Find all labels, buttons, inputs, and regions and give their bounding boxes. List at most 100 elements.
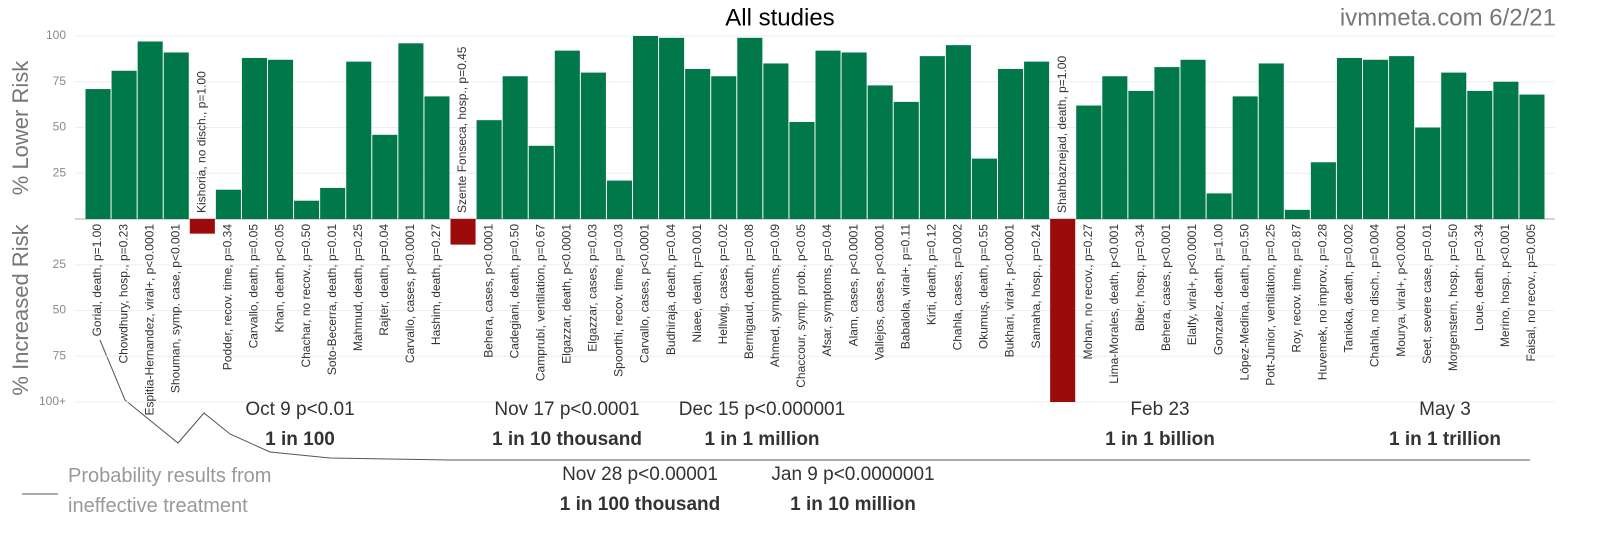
y-axis-title: % Increased Risk bbox=[8, 223, 33, 395]
bar-label: Elgazzar, death, p<0.0001 bbox=[559, 224, 573, 364]
bar bbox=[398, 43, 424, 219]
bar bbox=[372, 134, 398, 219]
bar-label: Kishoria, no disch., p=1.00 bbox=[194, 71, 208, 213]
bar bbox=[1154, 67, 1180, 219]
bar-label: Bukhari, viral+, p<0.0001 bbox=[1003, 224, 1017, 358]
bar-label: Hellwig, cases, p=0.02 bbox=[716, 224, 730, 345]
bar bbox=[659, 37, 685, 219]
bar-label: Rajter, death, p=0.04 bbox=[377, 224, 391, 336]
bar-label: Merino, hosp., p<0.001 bbox=[1498, 224, 1512, 347]
bar bbox=[893, 101, 919, 219]
chart-title: All studies bbox=[725, 4, 834, 31]
bar bbox=[1441, 72, 1467, 219]
bar-label: Shouman, symp. case, p<0.001 bbox=[168, 224, 182, 393]
bar-label: Lima-Morales, death, p<0.001 bbox=[1107, 224, 1121, 384]
bar-label: Spoorthi, recov. time, p=0.03 bbox=[612, 224, 626, 377]
annotation-date: Dec 15 p<0.000001 bbox=[679, 399, 845, 420]
probability-curve bbox=[99, 339, 1530, 461]
bar-label: Podder, recov. time, p=0.34 bbox=[221, 224, 235, 371]
bar bbox=[1493, 81, 1519, 219]
bar-label: Behera, cases, p<0.0001 bbox=[481, 224, 495, 358]
bar bbox=[633, 36, 659, 219]
y-tick-label: 50 bbox=[53, 120, 67, 134]
bar bbox=[1050, 219, 1076, 402]
bar bbox=[163, 52, 189, 219]
bar-label: Chahla, cases, p=0.002 bbox=[951, 224, 965, 351]
bar bbox=[1519, 94, 1545, 219]
y-tick-label: 100 bbox=[46, 28, 66, 42]
bar-label: Huvemek, no improv., p=0.28 bbox=[1316, 224, 1330, 381]
annotation-odds: 1 in 1 trillion bbox=[1389, 429, 1501, 450]
bar bbox=[1467, 90, 1493, 220]
annotation-date: Nov 28 p<0.00001 bbox=[562, 464, 718, 485]
bar bbox=[85, 89, 111, 219]
bar bbox=[945, 45, 971, 220]
bar-label: Alam, cases, p<0.0001 bbox=[846, 224, 860, 347]
bar-label: Cadegiani, death, p=0.50 bbox=[507, 224, 521, 359]
bar bbox=[737, 37, 763, 219]
bar-label: Faisal, no recov., p=0.005 bbox=[1524, 224, 1538, 362]
legend-line: ineffective treatment bbox=[68, 495, 248, 517]
bar bbox=[580, 72, 606, 219]
bar-label: Niaee, death, p=0.001 bbox=[690, 224, 704, 343]
bar bbox=[1128, 90, 1154, 220]
annotation-date: Jan 9 p<0.0000001 bbox=[771, 464, 934, 485]
bar bbox=[554, 50, 580, 219]
annotation-date: May 3 bbox=[1419, 399, 1471, 420]
bar bbox=[1102, 76, 1128, 219]
bar-label: Hashim, death, p=0.27 bbox=[429, 224, 443, 345]
annotation-odds: 1 in 10 thousand bbox=[492, 429, 642, 450]
bar bbox=[867, 85, 893, 219]
bar-label: Espitia-Hernandez, viral+, p<0.0001 bbox=[142, 224, 156, 416]
bar bbox=[606, 180, 632, 219]
bar bbox=[502, 76, 528, 219]
y-tick-label: 50 bbox=[53, 303, 67, 317]
bar bbox=[815, 50, 841, 219]
bar-label: Babalola, viral+, p=0.11 bbox=[898, 224, 912, 350]
bar bbox=[919, 56, 945, 219]
bar bbox=[789, 122, 815, 219]
bar bbox=[346, 61, 372, 220]
bar bbox=[711, 76, 737, 219]
bar-label: Elgazzar, cases, p=0.03 bbox=[586, 224, 600, 352]
annotation-odds: 1 in 1 million bbox=[704, 429, 819, 450]
bar-label: Okumuş, death, p=0.55 bbox=[977, 224, 991, 349]
legend-label: Probability results from ineffective trea… bbox=[68, 465, 271, 517]
bar-label: Chaccour, symp. prob., p<0.05 bbox=[794, 224, 808, 388]
legend-line: Probability results from bbox=[68, 465, 271, 487]
bar bbox=[1206, 193, 1232, 219]
bar-label: Soto-Becerra, death, p=0.01 bbox=[325, 224, 339, 375]
bar bbox=[1363, 59, 1389, 219]
bar-label: Carvallo, cases, p<0.0001 bbox=[403, 224, 417, 363]
bar-label: Seet, severe case, p=0.01 bbox=[1420, 224, 1434, 364]
bar bbox=[1284, 209, 1310, 219]
bar bbox=[1024, 61, 1050, 220]
bar-label: Carvallo, cases, p<0.0001 bbox=[638, 224, 652, 363]
bar bbox=[215, 189, 241, 219]
annotation-odds: 1 in 1 billion bbox=[1105, 429, 1215, 450]
bar-label: Kirti, death, p=0.12 bbox=[924, 224, 938, 325]
bar-label: Elalfy, viral+, p<0.0001 bbox=[1185, 224, 1199, 346]
bar bbox=[998, 68, 1024, 219]
bar-label: Gonzalez, death, p=1.00 bbox=[1211, 224, 1225, 355]
bar bbox=[424, 96, 450, 219]
annotation-odds: 1 in 100 thousand bbox=[560, 494, 720, 515]
bar bbox=[189, 219, 215, 234]
bar bbox=[320, 187, 346, 219]
annotation-date: Nov 17 p<0.0001 bbox=[494, 399, 639, 420]
bar bbox=[1389, 56, 1415, 219]
annotation-odds: 1 in 10 million bbox=[790, 494, 916, 515]
bar bbox=[841, 52, 867, 219]
bar-label: Mahmud, death, p=0.25 bbox=[351, 224, 365, 351]
bar-label: Chahla, no disch., p=0.004 bbox=[1368, 224, 1382, 367]
bar-label: Chowdhury, hosp., p=0.23 bbox=[116, 224, 130, 364]
bar-label: Bernigaud, death, p=0.08 bbox=[742, 224, 756, 359]
bar-label: Vallejos, cases, p<0.0001 bbox=[872, 224, 886, 361]
y-tick-label: 75 bbox=[53, 74, 67, 88]
bar bbox=[971, 158, 997, 219]
bar bbox=[1415, 127, 1441, 219]
bar-label: Afsar, symptoms, p=0.04 bbox=[820, 224, 834, 357]
bar-label: Biber, hosp., p=0.34 bbox=[1133, 224, 1147, 331]
bar bbox=[1076, 105, 1102, 219]
